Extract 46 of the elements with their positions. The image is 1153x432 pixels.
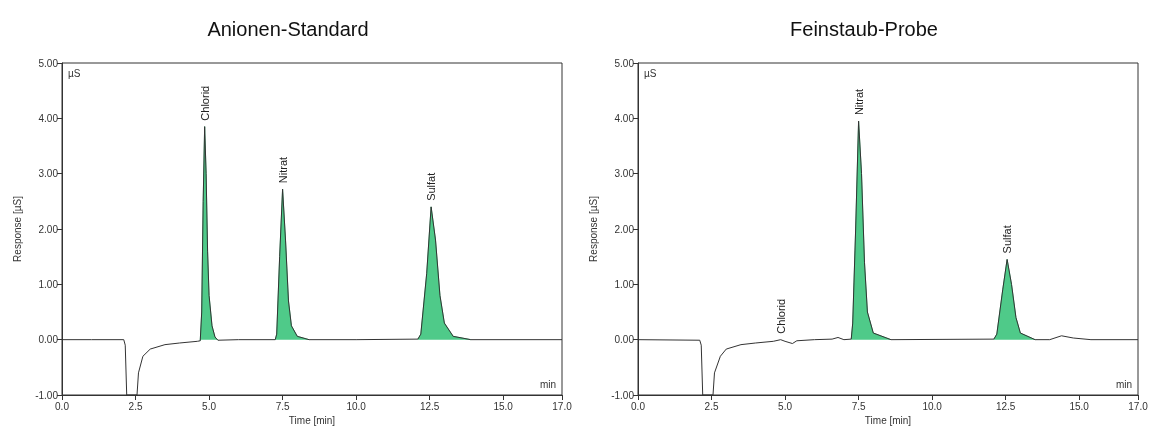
x-tick-label: 0.0 (55, 400, 70, 412)
x-tick-label: 7.5 (851, 400, 866, 412)
chart-title: Anionen-Standard (207, 18, 369, 40)
x-tick-label: 17.0 (1128, 400, 1149, 412)
x-tick-label: 5.0 (202, 400, 217, 412)
annotation: Chlorid (198, 85, 211, 121)
y-tick-label: 4.00 (614, 112, 635, 124)
y-tick-label: 1.00 (38, 278, 59, 290)
x-tick-label: 17.0 (552, 400, 573, 412)
x-tick-label: 2.5 (704, 400, 719, 412)
y-tick-label: 5.00 (38, 57, 59, 69)
x-axis-title: Time [min] (288, 415, 336, 427)
y-axis-title: Response [µS] (11, 195, 23, 262)
y-tick-label: 0.00 (614, 334, 635, 346)
annotation: Chlorid (774, 298, 787, 334)
y-tick-label: 5.00 (614, 57, 635, 69)
x-tick-label: 12.5 (419, 400, 440, 412)
y-tick-label: -1.00 (35, 389, 59, 401)
y-axis-title: Response [µS] (587, 195, 599, 262)
annotation: µS (68, 67, 81, 79)
x-tick-label: 7.5 (275, 400, 290, 412)
annotation: Sulfat (1001, 225, 1014, 254)
y-tick-label: 2.00 (38, 223, 59, 235)
x-tick-label: 10.0 (346, 400, 367, 412)
annotation: Nitrat (852, 88, 865, 116)
x-tick-label: 5.0 (778, 400, 793, 412)
annotation: µS (644, 67, 657, 79)
y-tick-label: 1.00 (614, 278, 635, 290)
x-tick-label: 2.5 (128, 400, 143, 412)
annotation: Nitrat (276, 156, 289, 184)
y-tick-label: 3.00 (614, 168, 635, 180)
x-tick-label: 10.0 (922, 400, 943, 412)
x-tick-label: 15.0 (1069, 400, 1090, 412)
annotation: min (1115, 378, 1133, 390)
y-tick-label: 0.00 (38, 334, 59, 346)
chart-title: Feinstaub-Probe (790, 18, 938, 40)
x-tick-label: 15.0 (493, 400, 514, 412)
y-tick-label: -1.00 (611, 389, 635, 401)
x-axis-title: Time [min] (864, 415, 912, 427)
annotation: min (539, 378, 557, 390)
y-tick-label: 2.00 (614, 223, 635, 235)
x-tick-label: 0.0 (631, 400, 646, 412)
annotation: Sulfat (425, 172, 438, 201)
y-tick-label: 4.00 (38, 112, 59, 124)
y-tick-label: 3.00 (38, 168, 59, 180)
x-tick-label: 12.5 (995, 400, 1016, 412)
